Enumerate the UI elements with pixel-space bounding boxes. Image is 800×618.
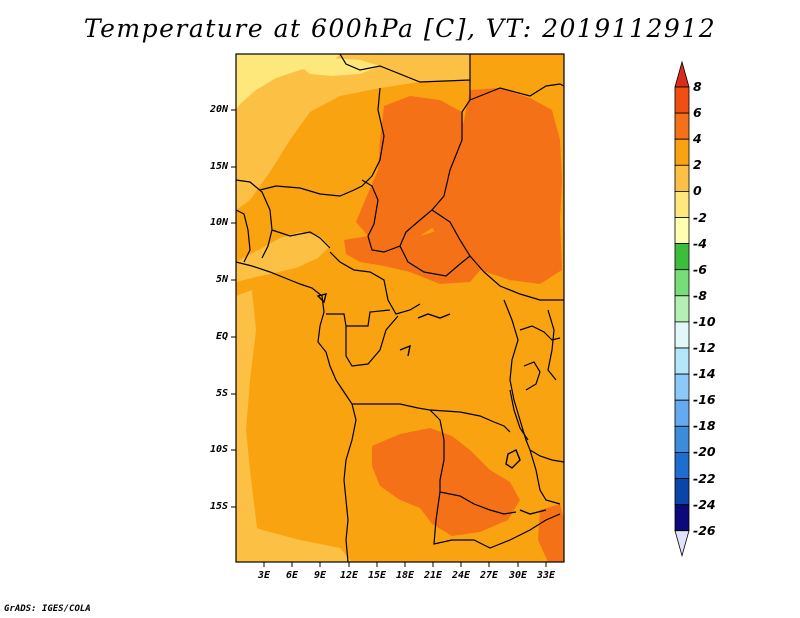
lon-label: 3E: [257, 570, 271, 581]
colorbar-label: -4: [693, 235, 707, 251]
lat-label: 5S: [215, 388, 228, 399]
lat-label: EQ: [215, 331, 228, 342]
colorbar-segment: [674, 295, 690, 323]
light-orange-region: [236, 54, 470, 210]
lon-label: 33E: [536, 570, 556, 581]
colorbar-segment: [674, 60, 690, 88]
lon-label: 9E: [313, 570, 327, 581]
colorbar-segment: [674, 190, 690, 218]
lat-label: 10N: [209, 217, 228, 228]
colorbar-label: 4: [693, 131, 702, 147]
lon-label: 18E: [395, 570, 415, 581]
colorbar-segment: [674, 138, 690, 166]
colorbar-label: 0: [693, 183, 702, 199]
colorbar-segment: [674, 164, 690, 192]
lon-label: 30E: [508, 570, 528, 581]
map-title: Temperature at 600hPa [C], VT: 201911291…: [83, 14, 717, 43]
colorbar-label: -10: [693, 313, 716, 329]
colorbar-segment: [674, 530, 690, 558]
lon-label: 21E: [423, 570, 443, 581]
colorbar-label: -18: [693, 418, 716, 434]
light-yellow-region: [236, 54, 340, 110]
hot-region-south: [372, 428, 520, 536]
colorbar-label: 8: [693, 79, 702, 94]
lon-label: 24E: [451, 570, 471, 581]
lon-label: 27E: [479, 570, 499, 581]
lat-ticks: [231, 109, 236, 508]
light-orange-strip-west: [236, 290, 262, 562]
colorbar-segment: [674, 321, 690, 349]
colorbar-label: 2: [693, 157, 702, 173]
colorbar-label: -16: [693, 392, 716, 408]
lat-label: 15N: [209, 161, 228, 172]
hot-region-east: [430, 88, 562, 284]
lat-label: 10S: [209, 444, 228, 455]
colorbar-label: -12: [693, 340, 716, 355]
colorbar-label: -14: [693, 366, 716, 382]
lat-label: 20N: [209, 104, 228, 115]
colorbar-segment: [674, 243, 690, 271]
colorbar-label: -8: [693, 287, 707, 303]
colorbar-segment: [674, 347, 690, 375]
lon-label: 15E: [367, 570, 387, 581]
colorbar-segment: [674, 425, 690, 453]
colorbar-segment: [674, 451, 690, 479]
colorbar-label: -22: [693, 470, 716, 486]
light-orange-band: [236, 232, 330, 282]
lakes: [316, 293, 547, 515]
light-yellow-patch: [300, 58, 380, 76]
lon-ticks: [263, 562, 547, 567]
colorbar-label: -24: [693, 496, 716, 512]
colorbar-segment: [674, 478, 690, 506]
colorbar-label: -20: [693, 444, 716, 460]
coast-and-borders: [235, 53, 565, 563]
colorbar-segment: [674, 86, 690, 114]
colorbar-segment: [674, 269, 690, 297]
lon-label: 12E: [339, 570, 359, 581]
map-frame: [235, 53, 565, 563]
colorbar-label: -6: [693, 261, 707, 277]
colorbar-label: -2: [693, 209, 707, 225]
colorbar-label: -26: [693, 522, 716, 538]
colorbar-segment: [674, 399, 690, 427]
hot-region-central: [344, 228, 482, 284]
light-orange-south: [236, 520, 352, 562]
lat-label: 5N: [215, 274, 228, 285]
lat-label: 15S: [209, 501, 228, 512]
colorbar-label: 6: [693, 105, 702, 121]
colorbar-segment: [674, 504, 690, 532]
colorbar-segment: [674, 373, 690, 401]
hot-region-southeast: [538, 504, 564, 562]
colorbar-segment: [674, 217, 690, 245]
credit-text: GrADS: IGES/COLA: [4, 604, 91, 614]
lon-label: 6E: [285, 570, 299, 581]
colorbar-segment: [674, 112, 690, 140]
